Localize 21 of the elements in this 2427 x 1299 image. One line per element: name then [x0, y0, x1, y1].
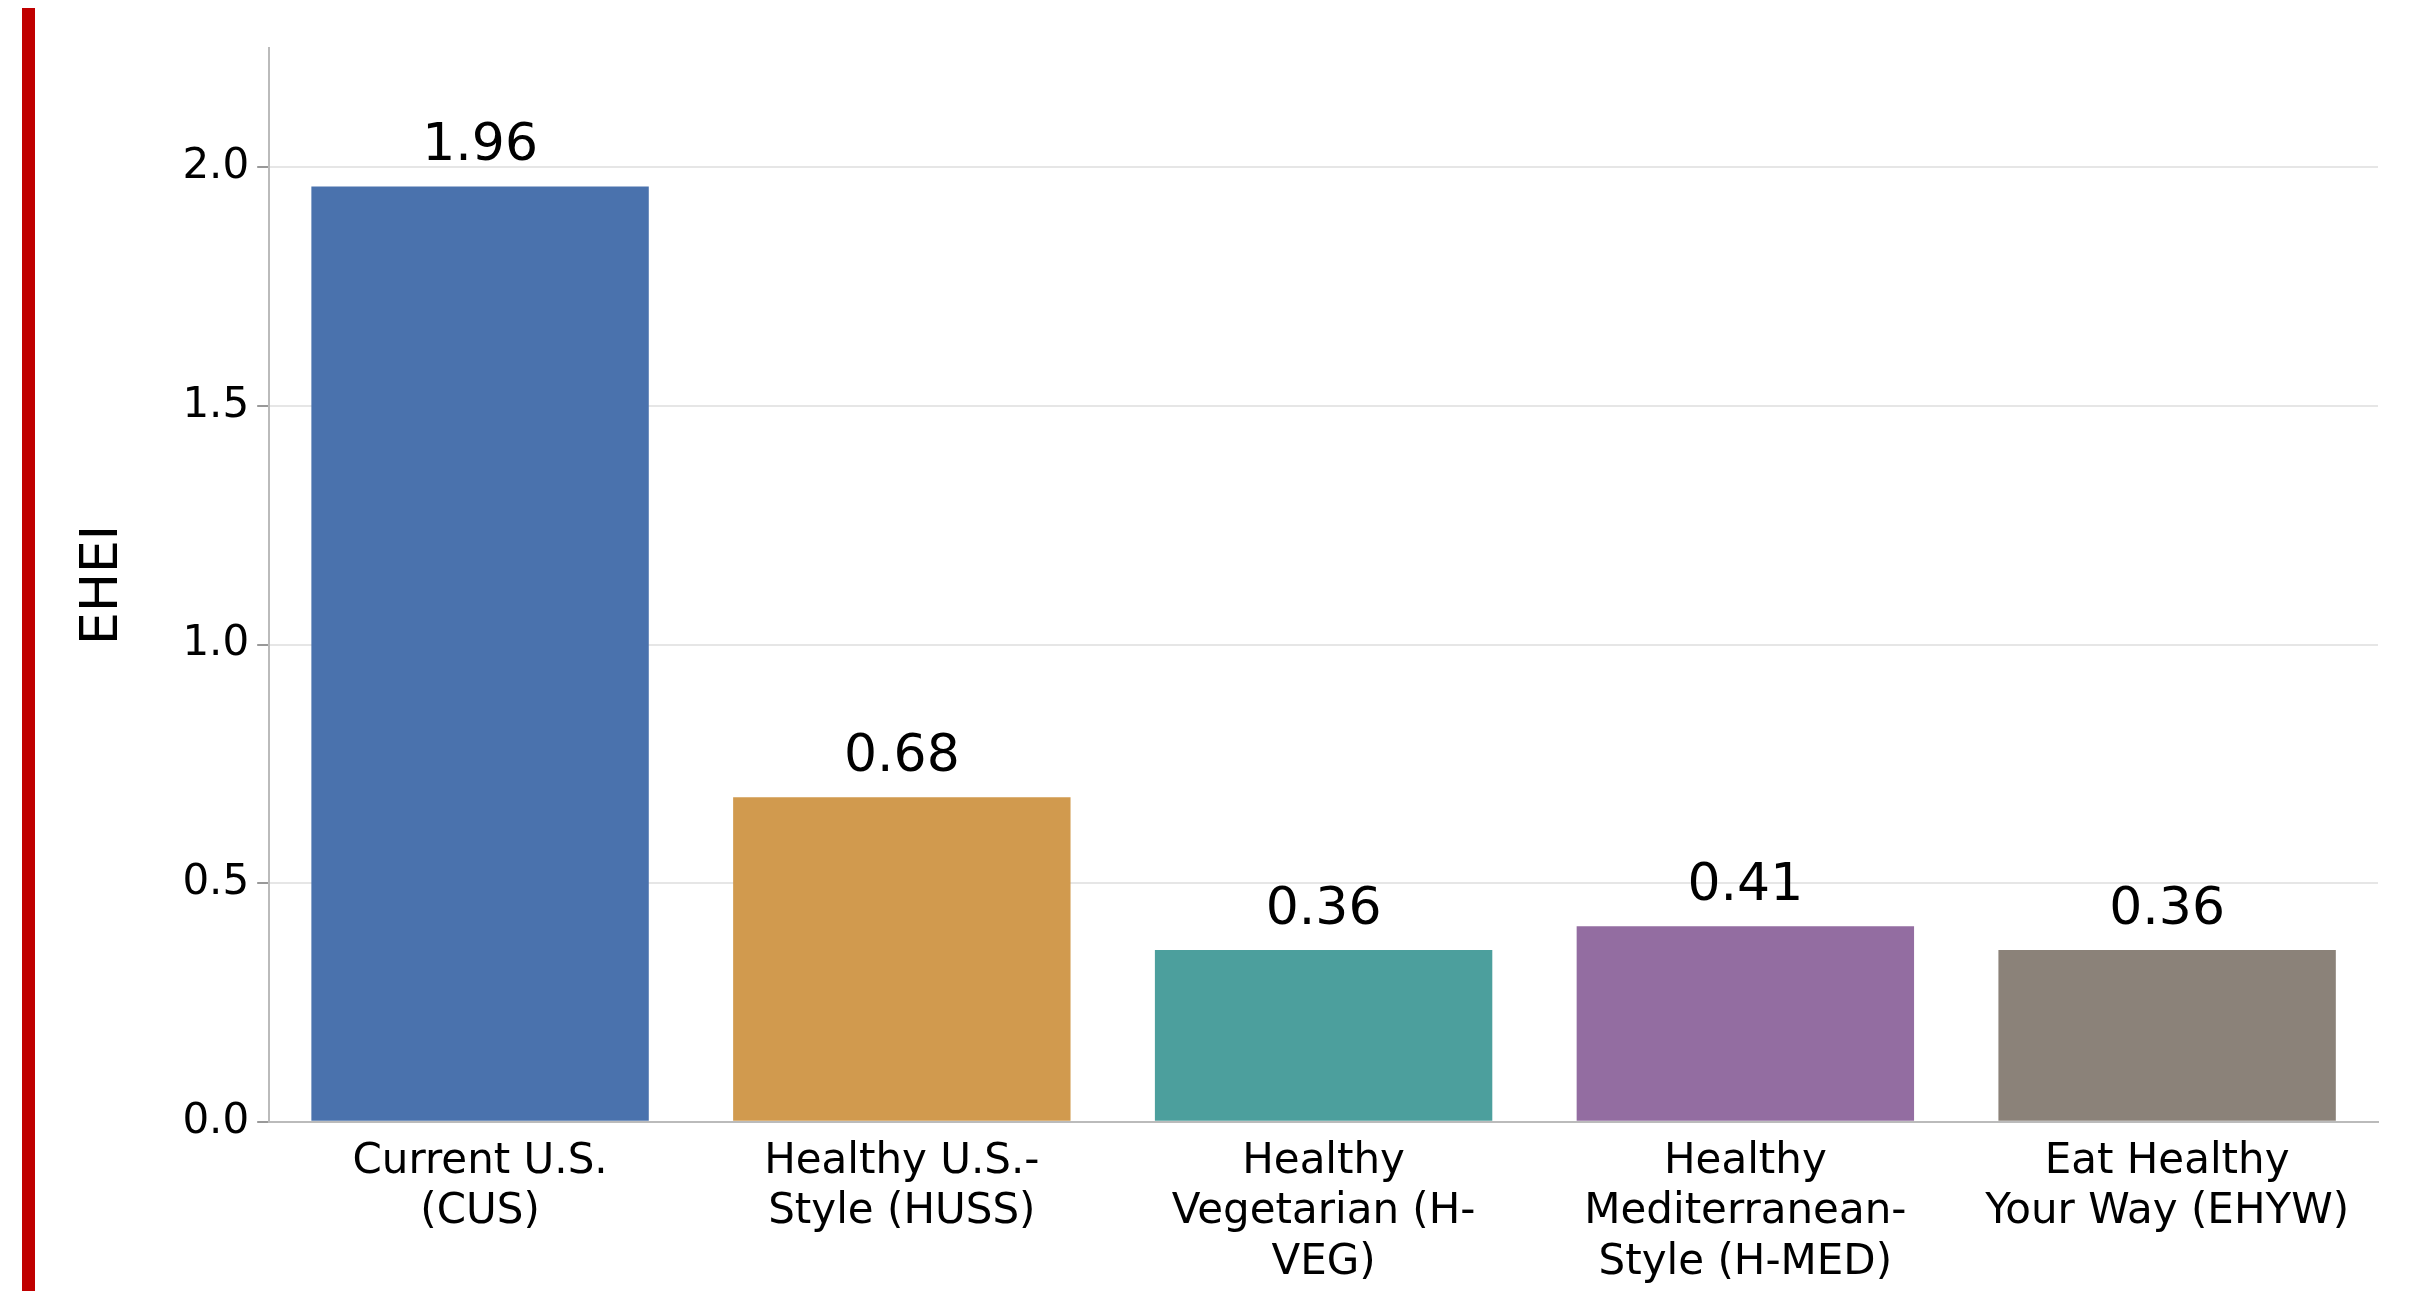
- y-axis-title: EHEI: [68, 524, 129, 645]
- y-tick-label: 2.0: [182, 139, 250, 189]
- data-label: 0.36: [2109, 875, 2226, 936]
- x-tick-label: Current U.S. (CUS): [352, 1133, 608, 1234]
- x-tick-label: Healthy Vegetarian (H-VEG): [1171, 1133, 1476, 1284]
- y-tick-label: 1.0: [182, 616, 250, 666]
- bar: [1576, 926, 1915, 1121]
- bar: [311, 186, 649, 1121]
- data-label: 0.68: [843, 722, 960, 783]
- y-tick-label: 1.5: [182, 377, 250, 427]
- bar: [1998, 949, 2336, 1121]
- y-tick-label: 0.5: [182, 855, 250, 905]
- x-tick-label: Healthy U.S.-Style (HUSS): [764, 1133, 1040, 1234]
- data-label: 0.36: [1265, 875, 1382, 936]
- x-tick-label: Eat Healthy Your Way (EHYW): [1984, 1133, 2350, 1234]
- x-tick-label: Healthy Mediterranean-Style (H-MED): [1584, 1133, 1907, 1284]
- data-label: 1.96: [422, 111, 538, 172]
- y-tick-label: 0.0: [182, 1093, 250, 1143]
- bar: [1154, 949, 1493, 1121]
- data-label: 0.41: [1687, 851, 1804, 912]
- bar: [733, 797, 1071, 1121]
